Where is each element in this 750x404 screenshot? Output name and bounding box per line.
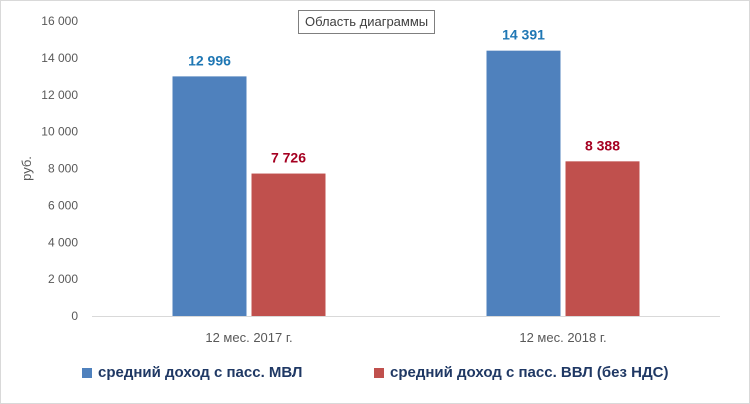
y-tick-label: 16 000 [41,14,78,28]
y-tick-label: 8 000 [48,162,78,176]
y-tick-label: 12 000 [41,88,78,102]
y-tick-label: 0 [71,309,78,323]
bar-1-0 [251,173,326,316]
legend[interactable]: средний доход с пасс. МВЛ средний доход … [0,364,750,388]
data-label: 12 996 [188,52,231,68]
y-tick-label: 14 000 [41,51,78,65]
legend-item-mvl[interactable]: средний доход с пасс. МВЛ [82,364,302,381]
bar-0-1 [486,50,561,317]
y-tick-label: 6 000 [48,198,78,212]
y-tick-label: 2 000 [48,272,78,286]
data-label: 8 388 [585,137,620,153]
x-tick-label: 12 мес. 2017 г. [205,330,292,345]
legend-item-vvl[interactable]: средний доход с пасс. ВВЛ (без НДС) [374,364,668,381]
legend-swatch-vvl [374,367,384,378]
legend-label-mvl: средний доход с пасс. МВЛ [98,364,303,381]
y-tick-label: 10 000 [41,125,78,139]
chart-area-tooltip: Область диаграммы [298,10,436,34]
data-label: 14 391 [502,27,545,43]
bar-0-0 [172,76,247,316]
y-tick-label: 4 000 [48,235,78,249]
data-label: 7 726 [271,150,306,166]
y-axis-label: руб. [19,156,34,181]
bar-1-1 [565,161,640,316]
legend-label-vvl: средний доход с пасс. ВВЛ (без НДС) [390,364,669,381]
legend-swatch-mvl [82,367,92,378]
x-tick-label: 12 мес. 2018 г. [519,330,606,345]
